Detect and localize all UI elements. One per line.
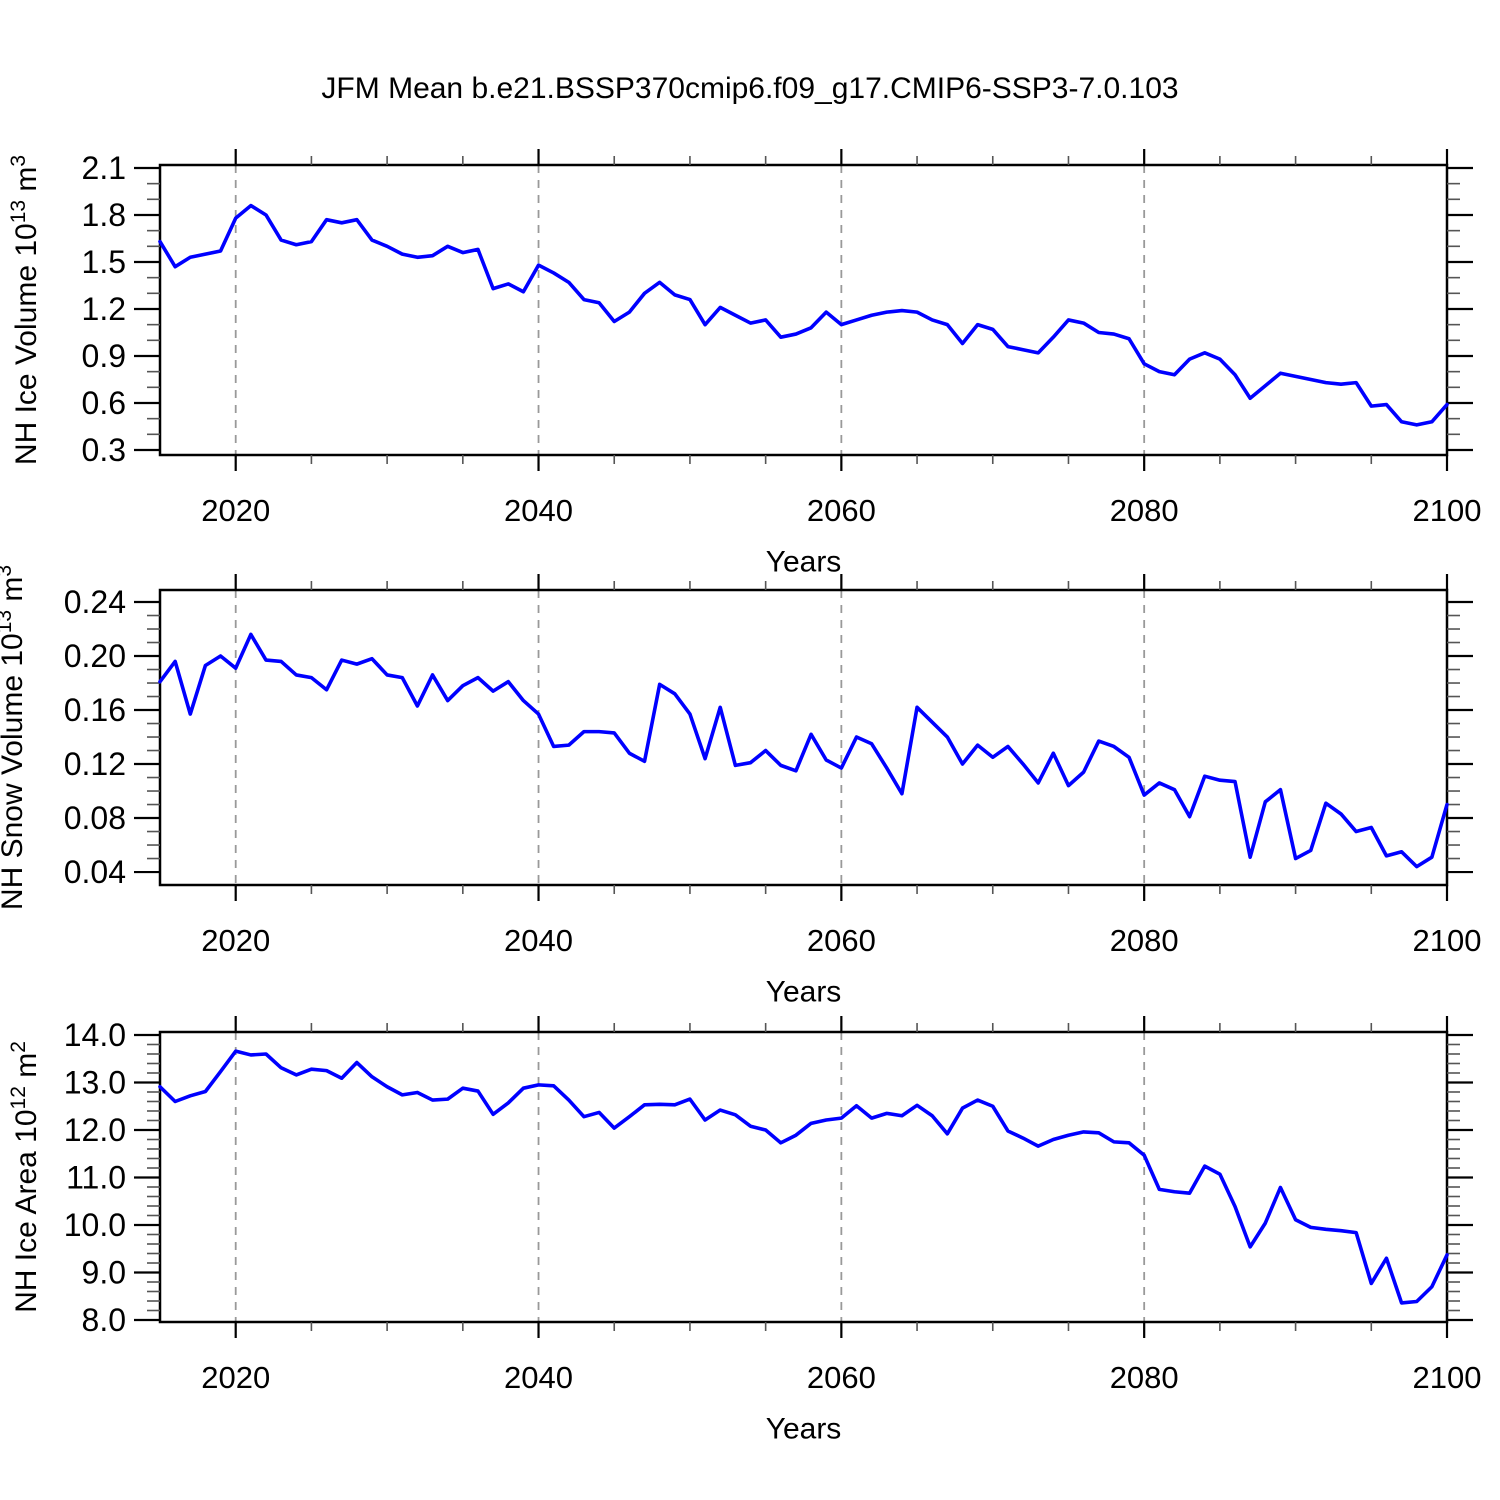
nh-snow-volume-ylabel: NH Snow Volume 1013 m3 bbox=[0, 565, 29, 910]
nh-ice-area-ylabel: NH Ice Area 1012 m2 bbox=[7, 1041, 43, 1313]
nh-ice-volume-ytick-label: 0.9 bbox=[82, 338, 126, 374]
nh-ice-area-ytick-label: 9.0 bbox=[82, 1255, 126, 1291]
nh-ice-area-ytick-label: 11.0 bbox=[66, 1160, 126, 1196]
nh-snow-volume-ytick-label: 0.20 bbox=[64, 638, 126, 674]
nh-ice-area-xtick-label: 2020 bbox=[201, 1360, 270, 1395]
nh-ice-volume-ytick-label: 0.6 bbox=[82, 385, 126, 421]
nh-ice-area-xtick-label: 2060 bbox=[807, 1360, 876, 1395]
nh-ice-volume-ytick-label: 1.5 bbox=[82, 244, 126, 280]
panel-nh-ice-volume: 0.3 0.6 0.9 1.2 1.5 1.8 2.1 2020 2040 2060 2080 210… bbox=[7, 149, 1481, 579]
chart-title: JFM Mean b.e21.BSSP370cmip6.f09_g17.CMIP… bbox=[321, 72, 1179, 105]
nh-snow-volume-ytick-label: 0.16 bbox=[64, 692, 126, 728]
nh-ice-area-xtick-label: 2100 bbox=[1413, 1360, 1482, 1395]
nh-ice-area-ytick-label: 12.0 bbox=[64, 1112, 126, 1148]
nh-snow-volume-xlabel: Years bbox=[766, 976, 842, 1009]
nh-ice-area-ytick-label: 10.0 bbox=[64, 1207, 126, 1243]
nh-ice-area-xtick-label: 2080 bbox=[1110, 1360, 1179, 1395]
nh-snow-volume-ytick-label: 0.24 bbox=[64, 584, 126, 620]
nh-snow-volume-ytick-label: 0.12 bbox=[64, 746, 126, 782]
nh-ice-area-series-line bbox=[158, 1049, 1449, 1305]
nh-ice-volume-ytick-label: 1.8 bbox=[82, 197, 126, 233]
nh-snow-volume-ytick-label: 0.04 bbox=[64, 854, 126, 890]
panel-nh-snow-volume: 0.04 0.08 0.12 0.16 0.20 0.24 2020 2040 2060 2080… bbox=[0, 565, 1481, 1009]
nh-ice-volume-ytick-label: 1.2 bbox=[82, 291, 126, 327]
nh-ice-volume-xtick-label: 2100 bbox=[1413, 493, 1482, 528]
nh-snow-volume-xtick-label: 2100 bbox=[1413, 923, 1482, 958]
nh-snow-volume-xtick-label: 2060 bbox=[807, 923, 876, 958]
nh-ice-volume-xtick-label: 2060 bbox=[807, 493, 876, 528]
nh-ice-area-xlabel: Years bbox=[766, 1413, 842, 1446]
nh-ice-volume-xtick-label: 2020 bbox=[201, 493, 270, 528]
nh-ice-volume-ylabel: NH Ice Volume 1013 m3 bbox=[7, 155, 43, 465]
nh-ice-area-ytick-label: 13.0 bbox=[64, 1065, 126, 1101]
nh-ice-volume-xlabel: Years bbox=[766, 546, 842, 579]
nh-ice-volume-series-line bbox=[158, 203, 1449, 427]
nh-snow-volume-xtick-label: 2020 bbox=[201, 923, 270, 958]
nh-ice-area-plot-box bbox=[158, 1030, 1449, 1324]
nh-ice-volume-xtick-label: 2040 bbox=[504, 493, 573, 528]
nh-ice-area-xtick-label: 2040 bbox=[504, 1360, 573, 1395]
nh-ice-volume-ytick-label: 2.1 bbox=[82, 150, 126, 186]
panel-nh-ice-area: 8.0 9.0 10.0 11.0 12.0 13.0 14.0 2020 2040 2060 20… bbox=[7, 1016, 1481, 1446]
nh-ice-volume-plot-box bbox=[158, 163, 1449, 457]
nh-ice-area-ytick-label: 14.0 bbox=[64, 1017, 126, 1053]
nh-snow-volume-series-line bbox=[158, 632, 1449, 869]
nh-ice-area-ytick-label: 8.0 bbox=[82, 1302, 126, 1338]
nh-ice-volume-ytick-label: 0.3 bbox=[82, 432, 126, 468]
nh-ice-volume-xtick-label: 2080 bbox=[1110, 493, 1179, 528]
nh-snow-volume-ytick-label: 0.08 bbox=[64, 800, 126, 836]
nh-snow-volume-xtick-label: 2080 bbox=[1110, 923, 1179, 958]
nh-snow-volume-xtick-label: 2040 bbox=[504, 923, 573, 958]
